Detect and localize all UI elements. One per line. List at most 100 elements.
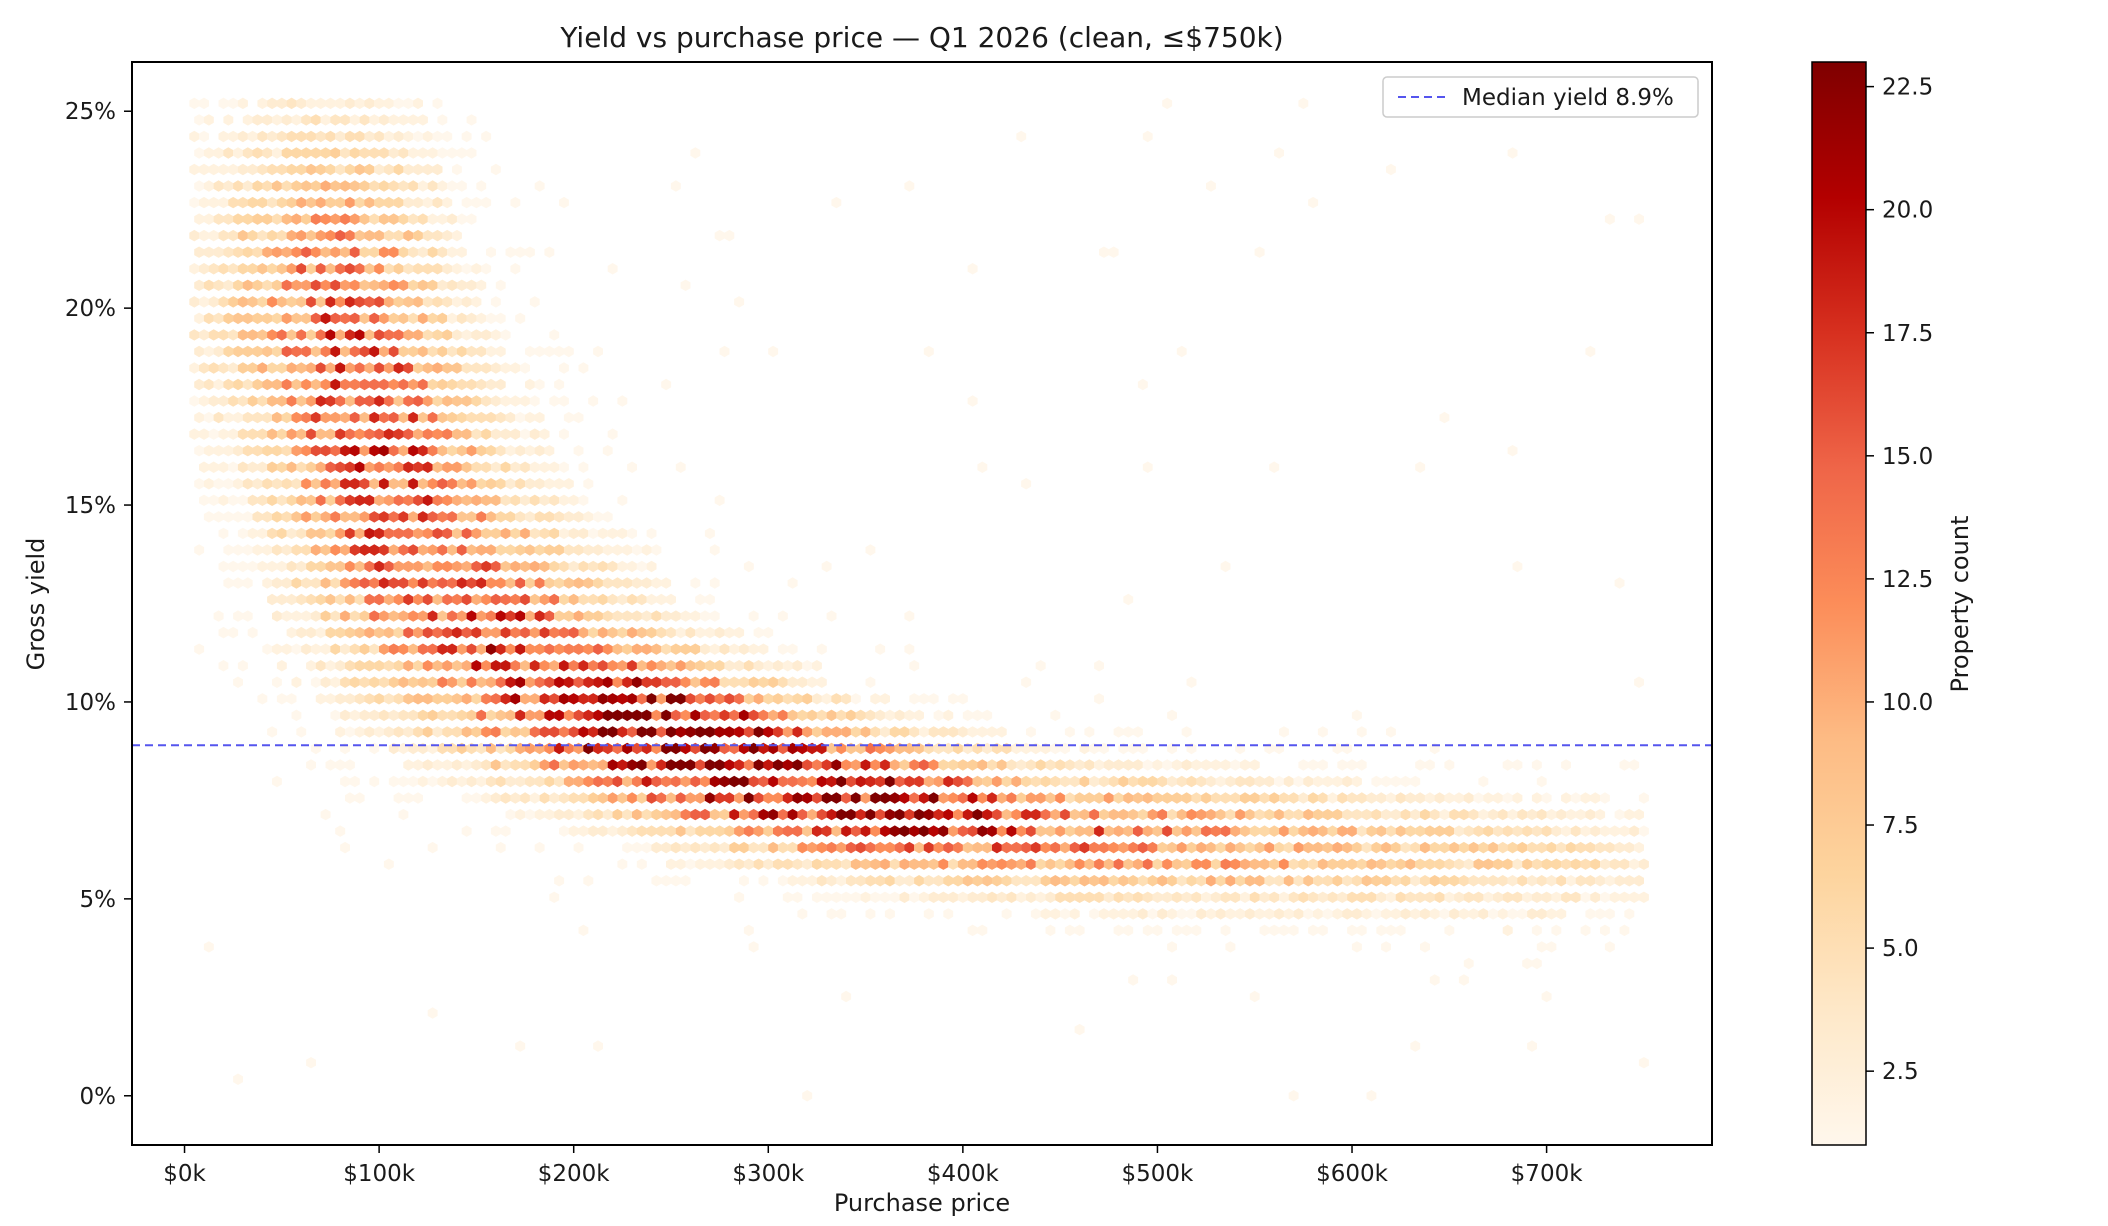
hexbin-cell [632,841,642,854]
hexbin-cell [967,924,978,937]
hexbin-cell [1308,924,1319,937]
hexbin-cell [909,693,920,705]
hexbin-cell [1094,858,1104,870]
hexbin-cell [666,792,676,804]
hexbin-cell [636,626,647,639]
hexbin-cell [987,858,997,870]
hexbin-cell [345,296,355,308]
hexbin-cell [1522,825,1533,837]
hexbin-cell [685,825,696,837]
hexbin-cell [306,229,316,242]
hexbin-cell [1006,825,1017,837]
hexbin-cell [208,461,219,473]
hexbin-cell [1089,908,1100,920]
hexbin-cell [559,759,569,771]
hexbin-cell [996,792,1007,804]
hexbin-cell [257,329,268,341]
hexbin-cell [345,362,355,374]
hexbin-cell [228,130,239,143]
hexbin-cell [272,676,282,688]
hexbin-cell [486,676,496,688]
hexbin-cell [850,858,861,870]
hexbin-cell [520,759,530,771]
hexbin-cell [364,527,375,540]
hexbin-cell [1551,825,1562,837]
hexbin-cell [943,908,954,920]
hexbin-cell [622,808,633,821]
hexbin-cell [1225,908,1236,920]
hexbin-cell [1094,825,1104,837]
hexbin-cell [1317,858,1328,870]
hexbin-cell [1094,660,1104,672]
hexbin-cell [315,461,326,473]
hexbin-cell [495,279,506,291]
hexbin-cell [923,808,934,821]
hexbin-cell [602,610,613,622]
hexbin-cell [276,296,287,308]
hexbin-cell [1483,858,1494,870]
hexbin-cell [1400,841,1411,854]
hexbin-cell [315,329,326,341]
hexbin-cell [1099,808,1109,821]
hexbin-cell [466,775,477,788]
hexbin-cell [1026,891,1036,903]
hexbin-cell [855,841,866,854]
colorbar-label: Property count [1946,516,1974,693]
hexbin-cell [422,428,433,440]
hexbin-cell [617,858,628,870]
hexbin-cell [534,544,545,556]
hexbin-cell [447,411,457,424]
hexbin-cell [486,643,496,655]
hexbin-cell [1376,924,1387,937]
hexbin-cell [233,378,243,391]
hexbin-cell [393,362,404,374]
hexbin-cell [578,362,589,374]
hexbin-cell [228,626,239,639]
hexbin-cell [554,709,565,722]
hexbin-cell [977,858,988,870]
hexbin-cell [1040,775,1051,788]
hexbin-cell [369,478,380,490]
hexbin-cell [627,461,637,473]
hexbin-cell [563,411,574,424]
hexbin-cell [724,726,735,738]
hexbin-cell [831,825,842,837]
hexbin-cell [456,213,467,225]
hexbin-cell [437,709,448,722]
hexbin-cell [593,544,603,556]
hexbin-cell [301,246,312,258]
hexbin-cell [568,660,579,672]
hexbin-cell [379,312,389,325]
hexbin-cell [559,825,569,837]
hexbin-cell [315,593,326,606]
hexbin-cell [486,478,496,490]
hexbin-cell [1191,792,1202,804]
hexbin-cell [816,775,827,788]
hexbin-cell [812,792,822,804]
hexbin-cell [719,643,730,655]
hexbin-cell [247,494,258,506]
hexbin-cell [374,693,385,705]
hexbin-cell [383,527,394,540]
hexbin-cell [704,660,715,672]
hexbin-cell [1566,841,1576,854]
hexbin-cell [301,478,312,490]
hexbin-cell [481,792,492,804]
hexbin-cell [413,130,423,143]
hexbin-cell [471,494,482,506]
hexbin-cell [189,263,200,275]
hexbin-cell [1064,891,1075,903]
hexbin-cell [1288,825,1299,837]
hexbin-cell [1604,875,1615,887]
hexbin-cell [549,527,560,540]
x-tick-label: $500k [1122,1161,1195,1187]
hexbin-cell [525,577,535,589]
hexbin-cell [646,560,657,573]
hexbin-cell [330,345,341,358]
hexbin-cell [422,395,433,407]
hexbin-cell [782,858,793,870]
hexbin-cell [276,163,287,176]
hexbin-cell [588,560,599,573]
hexbin-cell [525,445,535,457]
hexbin-cell [413,461,423,473]
